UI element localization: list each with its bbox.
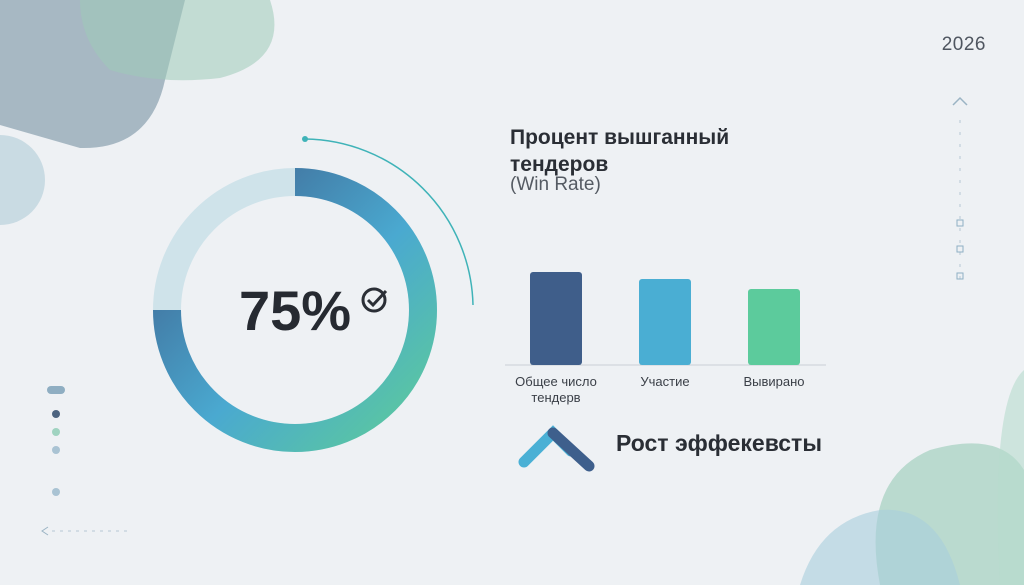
donut-label: 75% [238,279,352,342]
trend-label: Рост эффекевсты [616,430,822,456]
year: 2026 [941,34,986,55]
x-tick-label: Вывирано [743,374,805,389]
chart-subtitle: (Win Rate) [510,174,601,195]
chart-title: Процент вышганный тендеров [510,126,730,176]
x-tick-label: Общее число тендерв [515,374,597,405]
bar [530,272,582,365]
bar [748,289,800,365]
bar [639,279,691,365]
x-tick-label: Участие [640,374,690,389]
donut-arc [153,168,437,452]
